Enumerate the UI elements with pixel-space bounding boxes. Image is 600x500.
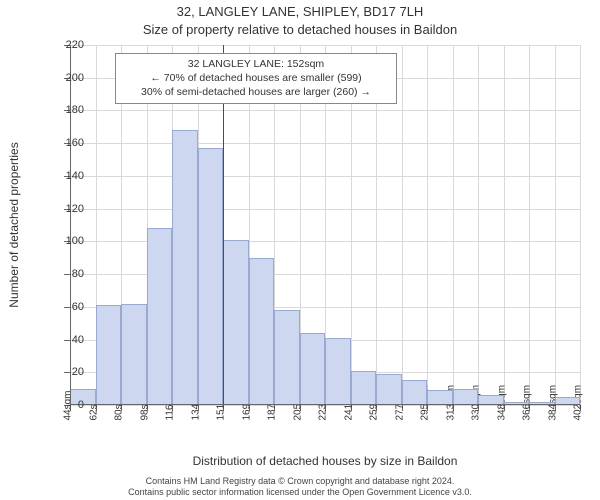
histogram-bar (147, 228, 173, 405)
histogram-bar (172, 130, 198, 405)
histogram-bar (121, 304, 147, 405)
histogram-bar (376, 374, 402, 405)
gridline-vertical (402, 45, 403, 405)
chart-footer: Contains HM Land Registry data © Crown c… (0, 476, 600, 499)
y-tick-label: 120 (44, 203, 84, 215)
footer-line-2: Contains public sector information licen… (0, 487, 600, 498)
info-box-line: ← 70% of detached houses are smaller (59… (122, 71, 390, 85)
histogram-bar (274, 310, 300, 405)
y-tick-label: 20 (44, 366, 84, 378)
histogram-bar (325, 338, 351, 405)
y-tick-label: 180 (44, 104, 84, 116)
y-tick-label: 0 (44, 399, 84, 411)
info-box-line: 32 LANGLEY LANE: 152sqm (122, 57, 390, 71)
chart-container: 32, LANGLEY LANE, SHIPLEY, BD17 7LH Size… (0, 0, 600, 500)
gridline-vertical (504, 45, 505, 405)
footer-line-1: Contains HM Land Registry data © Crown c… (0, 476, 600, 487)
y-tick-label: 40 (44, 334, 84, 346)
histogram-bar (96, 305, 122, 405)
info-box-line: 30% of semi-detached houses are larger (… (122, 85, 390, 99)
x-axis-label: Distribution of detached houses by size … (70, 454, 580, 468)
histogram-bar (198, 148, 224, 405)
histogram-bar (453, 389, 479, 405)
gridline-vertical (427, 45, 428, 405)
gridline-vertical (453, 45, 454, 405)
histogram-bar (249, 258, 275, 405)
info-box: 32 LANGLEY LANE: 152sqm← 70% of detached… (115, 53, 397, 104)
chart-title-sub: Size of property relative to detached ho… (0, 22, 600, 37)
plot-area: 44sqm62sqm80sqm98sqm116sqm134sqm151sqm16… (70, 45, 580, 405)
histogram-bar (427, 390, 453, 405)
histogram-bar (223, 240, 249, 405)
y-tick-label: 80 (44, 268, 84, 280)
y-axis-label: Number of detached properties (7, 142, 21, 307)
histogram-bar (300, 333, 326, 405)
histogram-bar (402, 380, 428, 405)
chart-title-main: 32, LANGLEY LANE, SHIPLEY, BD17 7LH (0, 4, 600, 19)
x-axis-line (70, 404, 580, 405)
y-tick-label: 220 (44, 39, 84, 51)
y-tick-label: 200 (44, 72, 84, 84)
y-tick-label: 140 (44, 170, 84, 182)
y-tick-label: 100 (44, 235, 84, 247)
gridline-vertical (529, 45, 530, 405)
y-axis-line (70, 45, 71, 405)
gridline-vertical (555, 45, 556, 405)
gridline-vertical (478, 45, 479, 405)
y-tick-label: 60 (44, 301, 84, 313)
histogram-bar (351, 371, 377, 405)
y-tick-label: 160 (44, 137, 84, 149)
gridline-vertical (580, 45, 581, 405)
